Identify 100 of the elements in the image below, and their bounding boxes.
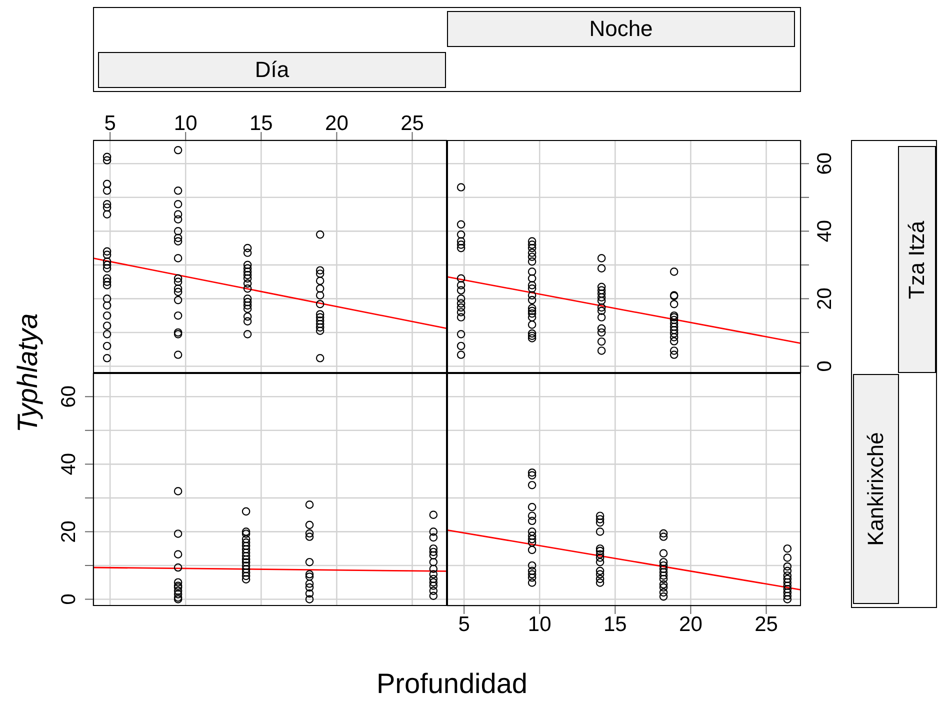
point: [429, 578, 438, 587]
point: [528, 468, 536, 477]
x-axis-title: Profundidad: [375, 668, 528, 700]
point: [242, 545, 250, 554]
point: [305, 583, 314, 592]
point: [596, 515, 604, 524]
point: [429, 582, 438, 590]
chart-title: Día: [98, 52, 446, 88]
point: [429, 570, 438, 578]
point: [429, 586, 438, 595]
y-axis-title: Typhlatya: [12, 313, 44, 433]
point: [783, 592, 792, 600]
point: [596, 570, 604, 578]
point: [783, 574, 792, 584]
point: [596, 574, 604, 584]
point: [528, 528, 536, 536]
point: [783, 584, 792, 594]
point: [305, 595, 314, 604]
point: [242, 542, 250, 550]
point: [596, 558, 604, 566]
x-tick-label: 20: [679, 612, 702, 636]
point: [659, 571, 668, 580]
y-tick-label: 20: [814, 288, 836, 310]
point: [305, 589, 314, 598]
point: [305, 529, 314, 538]
point: [596, 546, 604, 556]
y-tick-label: 40: [814, 220, 836, 242]
y-tick-label: 60: [58, 386, 80, 408]
point: [429, 544, 438, 553]
point: [596, 528, 604, 536]
point: [305, 558, 314, 566]
point: [242, 530, 250, 538]
point: [429, 574, 438, 584]
point: [659, 592, 668, 601]
point: [659, 588, 668, 597]
point: [528, 502, 536, 512]
point: [528, 512, 536, 520]
x-tick-label: 15: [249, 112, 273, 135]
point: [783, 595, 792, 604]
point: [659, 549, 668, 558]
point: [429, 510, 438, 519]
point: [429, 528, 438, 536]
point: [659, 564, 668, 574]
point: [528, 532, 536, 540]
point: [429, 558, 438, 566]
point: [242, 575, 250, 584]
point: [242, 528, 250, 536]
point: [659, 583, 668, 592]
point: [783, 566, 792, 576]
point: [783, 554, 792, 562]
point: [429, 592, 438, 600]
point: [783, 578, 792, 587]
point: [174, 582, 182, 590]
point: [783, 588, 792, 597]
point: [783, 562, 792, 571]
point: [242, 565, 250, 574]
point: [429, 551, 438, 560]
point: [596, 578, 604, 587]
point: [174, 530, 182, 538]
point: [242, 562, 250, 570]
x-tick-label: 25: [400, 112, 424, 135]
point: [174, 487, 182, 496]
point: [783, 582, 792, 590]
point: [429, 564, 438, 574]
point: [174, 583, 182, 592]
point: [242, 548, 250, 557]
point: [174, 563, 182, 572]
point: [305, 580, 314, 588]
point: [429, 548, 438, 556]
x-tick-label: 20: [325, 112, 348, 135]
point: [174, 550, 182, 558]
point: [242, 507, 250, 516]
text: Kankirixché: [863, 432, 889, 546]
point: [596, 512, 604, 520]
point: [305, 500, 314, 509]
point: [659, 580, 668, 589]
point: [659, 532, 668, 541]
point: [242, 572, 250, 580]
y-tick-label: 60: [814, 152, 836, 175]
point: [528, 546, 536, 554]
point: [659, 561, 668, 570]
point: [242, 534, 250, 544]
point: [242, 552, 250, 560]
point: [174, 586, 182, 595]
text: Tza Itzá: [904, 220, 930, 299]
point: [659, 558, 668, 566]
x-tick-label: 15: [603, 612, 627, 636]
chart-title: Noche: [447, 11, 795, 47]
point: [174, 578, 182, 587]
y-tick-label: 40: [58, 453, 80, 476]
x-tick-label: 25: [754, 612, 778, 636]
point: [528, 573, 536, 582]
point: [528, 471, 536, 480]
point: [242, 558, 250, 567]
point: [174, 590, 182, 598]
point: [596, 544, 604, 553]
point: [528, 566, 536, 576]
point: [174, 595, 182, 604]
point: [242, 538, 250, 547]
point: [528, 480, 536, 490]
